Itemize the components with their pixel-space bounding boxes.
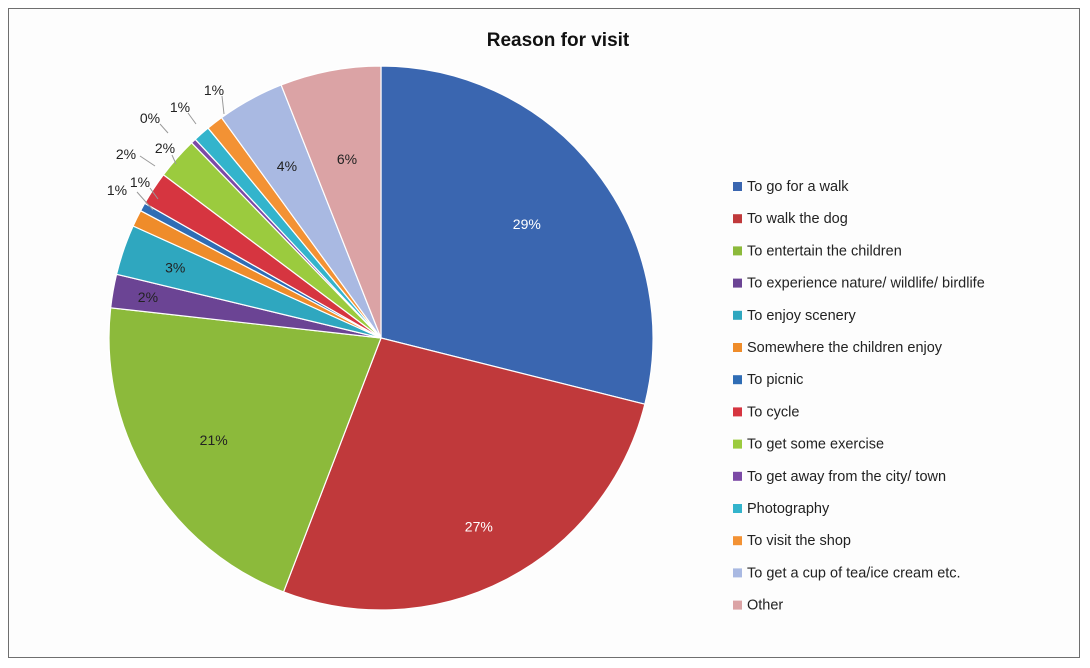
leader-line-10 — [159, 123, 169, 134]
slice-label-9: 2% — [155, 140, 175, 156]
legend-label-2: To walk the dog — [747, 211, 848, 227]
slice-label-13: 4% — [277, 158, 297, 174]
legend-swatch-4 — [733, 278, 742, 288]
legend-label-1: To go for a walk — [747, 179, 849, 195]
slice-label-14: 6% — [337, 151, 357, 167]
legend-swatch-14 — [733, 600, 742, 610]
leader-line-7 — [149, 187, 159, 200]
legend-swatch-13 — [733, 568, 742, 578]
legend: To go for a walk To walk the dog To entert… — [733, 179, 985, 614]
slice-label-12: 1% — [204, 82, 224, 98]
legend-label-12: To visit the shop — [747, 533, 851, 549]
leader-line-8 — [139, 155, 156, 167]
legend-swatch-7 — [733, 375, 742, 385]
legend-label-14: Other — [747, 598, 783, 614]
legend-label-3: To entertain the children — [747, 243, 902, 259]
slice-labels: 29%27%21%2%3%1% 1%2% 2%0%1%1%4% 6% — [107, 82, 541, 534]
leader-lines — [136, 95, 225, 211]
legend-swatch-1 — [733, 182, 742, 191]
pie-slice-14 — [280, 65, 382, 339]
slice-label-4: 2% — [138, 289, 158, 305]
legend-label-8: To cycle — [747, 404, 799, 420]
slice-label-7: 1% — [130, 174, 150, 190]
pie-slice-2 — [282, 337, 646, 611]
pie-slice-3 — [108, 307, 382, 593]
leader-line-12 — [221, 95, 225, 115]
legend-swatch-11 — [733, 504, 742, 513]
legend-swatch-10 — [733, 471, 742, 481]
slice-label-3: 21% — [200, 432, 228, 448]
slice-label-1: 29% — [513, 216, 541, 232]
slice-label-2: 27% — [465, 518, 493, 534]
legend-swatch-9 — [733, 439, 742, 449]
slice-label-11: 1% — [170, 99, 190, 115]
legend-label-7: To picnic — [747, 372, 803, 388]
pie-slice-1 — [380, 65, 654, 405]
slice-label-5: 3% — [165, 259, 185, 275]
legend-swatch-3 — [733, 246, 742, 256]
legend-swatch-6 — [733, 343, 742, 352]
slice-label-6: 1% — [107, 182, 127, 198]
legend-swatch-5 — [733, 310, 742, 320]
slice-label-8: 2% — [116, 146, 136, 162]
slice-label-10: 0% — [140, 110, 160, 126]
legend-label-5: To enjoy scenery — [747, 308, 857, 324]
legend-label-11: Photography — [747, 501, 830, 517]
leader-line-6 — [136, 191, 154, 211]
leader-line-11 — [187, 112, 197, 125]
legend-swatch-12 — [733, 536, 742, 546]
legend-label-10: To get away from the city/ town — [747, 469, 946, 485]
legend-label-6: Somewhere the children enjoy — [747, 340, 943, 356]
legend-label-9: To get some exercise — [747, 437, 884, 453]
leader-line-9 — [171, 154, 177, 165]
legend-label-13: To get a cup of tea/ice cream etc. — [747, 565, 961, 581]
legend-swatch-8 — [733, 407, 742, 417]
chart-title: Reason for visit — [487, 30, 630, 51]
legend-swatch-2 — [733, 214, 742, 224]
legend-label-4: To experience nature/ wildlife/ birdlife — [747, 276, 985, 292]
pie-slices — [108, 65, 654, 611]
